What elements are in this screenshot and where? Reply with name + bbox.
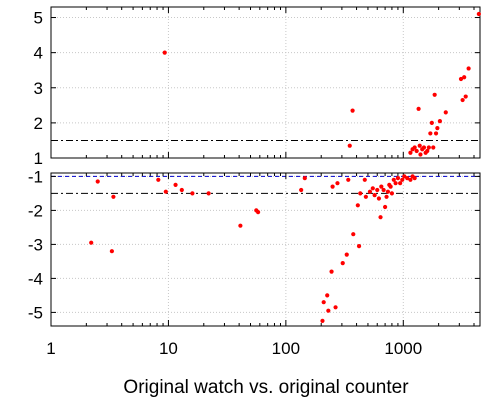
data-point	[329, 269, 334, 274]
data-point	[326, 308, 331, 313]
data-point	[384, 194, 389, 199]
data-point	[393, 181, 398, 186]
data-point	[330, 184, 335, 189]
x-axis-title: Original watch vs. original counter	[123, 377, 409, 398]
data-point	[425, 148, 430, 154]
y-tick-label: -5	[28, 303, 43, 322]
data-point	[405, 176, 410, 181]
data-point	[350, 108, 355, 113]
data-point	[335, 181, 340, 186]
data-point	[388, 184, 393, 189]
data-point	[173, 182, 178, 187]
data-point	[443, 110, 448, 115]
data-point	[417, 143, 422, 148]
data-point	[437, 119, 443, 124]
data-point	[418, 152, 423, 157]
data-point	[355, 203, 360, 208]
data-point	[190, 191, 195, 196]
plot-frame	[50, 172, 481, 327]
data-point	[109, 249, 114, 254]
data-point	[111, 194, 116, 199]
plot-frame	[50, 6, 481, 159]
data-point	[462, 75, 467, 80]
data-point	[466, 66, 471, 71]
data-point	[412, 145, 417, 150]
data-point	[433, 131, 439, 136]
data-point	[351, 232, 356, 237]
data-point	[395, 176, 401, 181]
data-point	[363, 194, 368, 199]
data-point	[408, 150, 413, 155]
data-point	[421, 145, 427, 150]
data-point	[429, 120, 434, 125]
data-point	[408, 177, 413, 182]
data-point	[458, 76, 464, 82]
data-point	[162, 50, 167, 55]
y-tick-label: 1	[34, 149, 43, 168]
data-point	[156, 177, 161, 182]
data-point	[179, 187, 184, 193]
data-point	[389, 191, 395, 196]
y-tick-label: -4	[28, 269, 43, 288]
data-point	[391, 177, 396, 182]
data-point	[412, 176, 417, 181]
data-point	[376, 196, 382, 201]
data-point	[356, 244, 362, 249]
data-point	[398, 181, 403, 186]
x-tick-label: 10	[159, 339, 178, 358]
data-point	[426, 145, 431, 150]
data-point	[435, 126, 440, 131]
data-point	[333, 305, 338, 310]
data-point	[320, 318, 325, 323]
x-axis: 1 10 100 1000	[46, 339, 422, 358]
data-point	[372, 193, 377, 198]
y-tick-label: -1	[28, 167, 43, 186]
data-point	[255, 210, 261, 215]
data-point	[238, 223, 243, 228]
lower-panel: -1 -2 -3 -4 -5	[28, 167, 481, 327]
y-tick-label: -3	[28, 235, 43, 254]
data-point	[383, 204, 388, 210]
y-tick-label: 5	[34, 9, 43, 28]
y-tick-label: -2	[28, 201, 43, 220]
x-tick-label: 1	[46, 339, 55, 358]
data-point	[299, 187, 304, 193]
data-point	[379, 184, 384, 189]
data-point	[385, 189, 391, 194]
data-point	[460, 97, 465, 103]
y-tick-label: 4	[34, 44, 43, 63]
data-point	[367, 189, 373, 194]
y-tick-label: 2	[34, 114, 43, 133]
data-point	[89, 240, 94, 245]
data-point	[476, 11, 481, 17]
data-point	[416, 106, 421, 111]
data-point	[206, 191, 211, 196]
data-point	[163, 189, 168, 194]
data-point	[362, 177, 367, 182]
y-tick-label: 3	[34, 79, 43, 98]
data-point	[428, 131, 433, 136]
data-point	[347, 143, 352, 148]
x-tick-label: 1000	[384, 339, 422, 358]
upper-panel: 1 2 3 4 5	[34, 6, 481, 168]
data-point	[370, 186, 375, 191]
data-point	[344, 252, 349, 257]
data-point	[302, 176, 307, 181]
data-point	[95, 179, 100, 184]
data-point	[463, 94, 468, 99]
data-point	[414, 148, 419, 154]
data-point	[378, 215, 383, 220]
data-point	[400, 177, 405, 182]
x-tick-label: 100	[272, 339, 300, 358]
data-point	[321, 300, 326, 305]
data-point	[346, 177, 351, 182]
data-point	[431, 145, 436, 150]
data-point	[432, 92, 437, 97]
data-point	[375, 187, 380, 193]
data-point	[358, 191, 363, 196]
data-point	[340, 261, 345, 266]
data-point	[325, 293, 330, 298]
data-point	[381, 187, 386, 193]
